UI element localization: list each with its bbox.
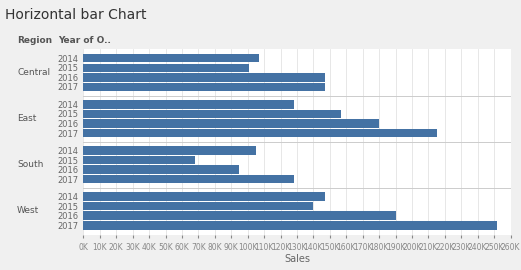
Bar <box>83 146 256 155</box>
Bar <box>83 119 379 128</box>
Bar <box>83 192 325 201</box>
Text: West: West <box>17 207 40 215</box>
Bar <box>83 54 259 62</box>
Bar <box>83 211 395 220</box>
X-axis label: Sales: Sales <box>284 254 310 264</box>
Bar <box>83 221 498 230</box>
Text: East: East <box>17 114 36 123</box>
Bar <box>83 202 314 210</box>
Bar <box>83 83 325 91</box>
Bar <box>83 63 250 72</box>
Bar <box>83 165 240 174</box>
Bar <box>83 156 195 164</box>
Bar <box>83 100 294 109</box>
Bar <box>83 73 325 82</box>
Text: South: South <box>17 160 44 169</box>
Text: Region: Region <box>17 36 52 45</box>
Bar <box>83 129 437 137</box>
Text: Year of O..: Year of O.. <box>58 36 110 45</box>
Text: Central: Central <box>17 68 50 77</box>
Bar <box>83 110 341 118</box>
Text: Horizontal bar Chart: Horizontal bar Chart <box>5 8 147 22</box>
Bar <box>83 175 294 183</box>
